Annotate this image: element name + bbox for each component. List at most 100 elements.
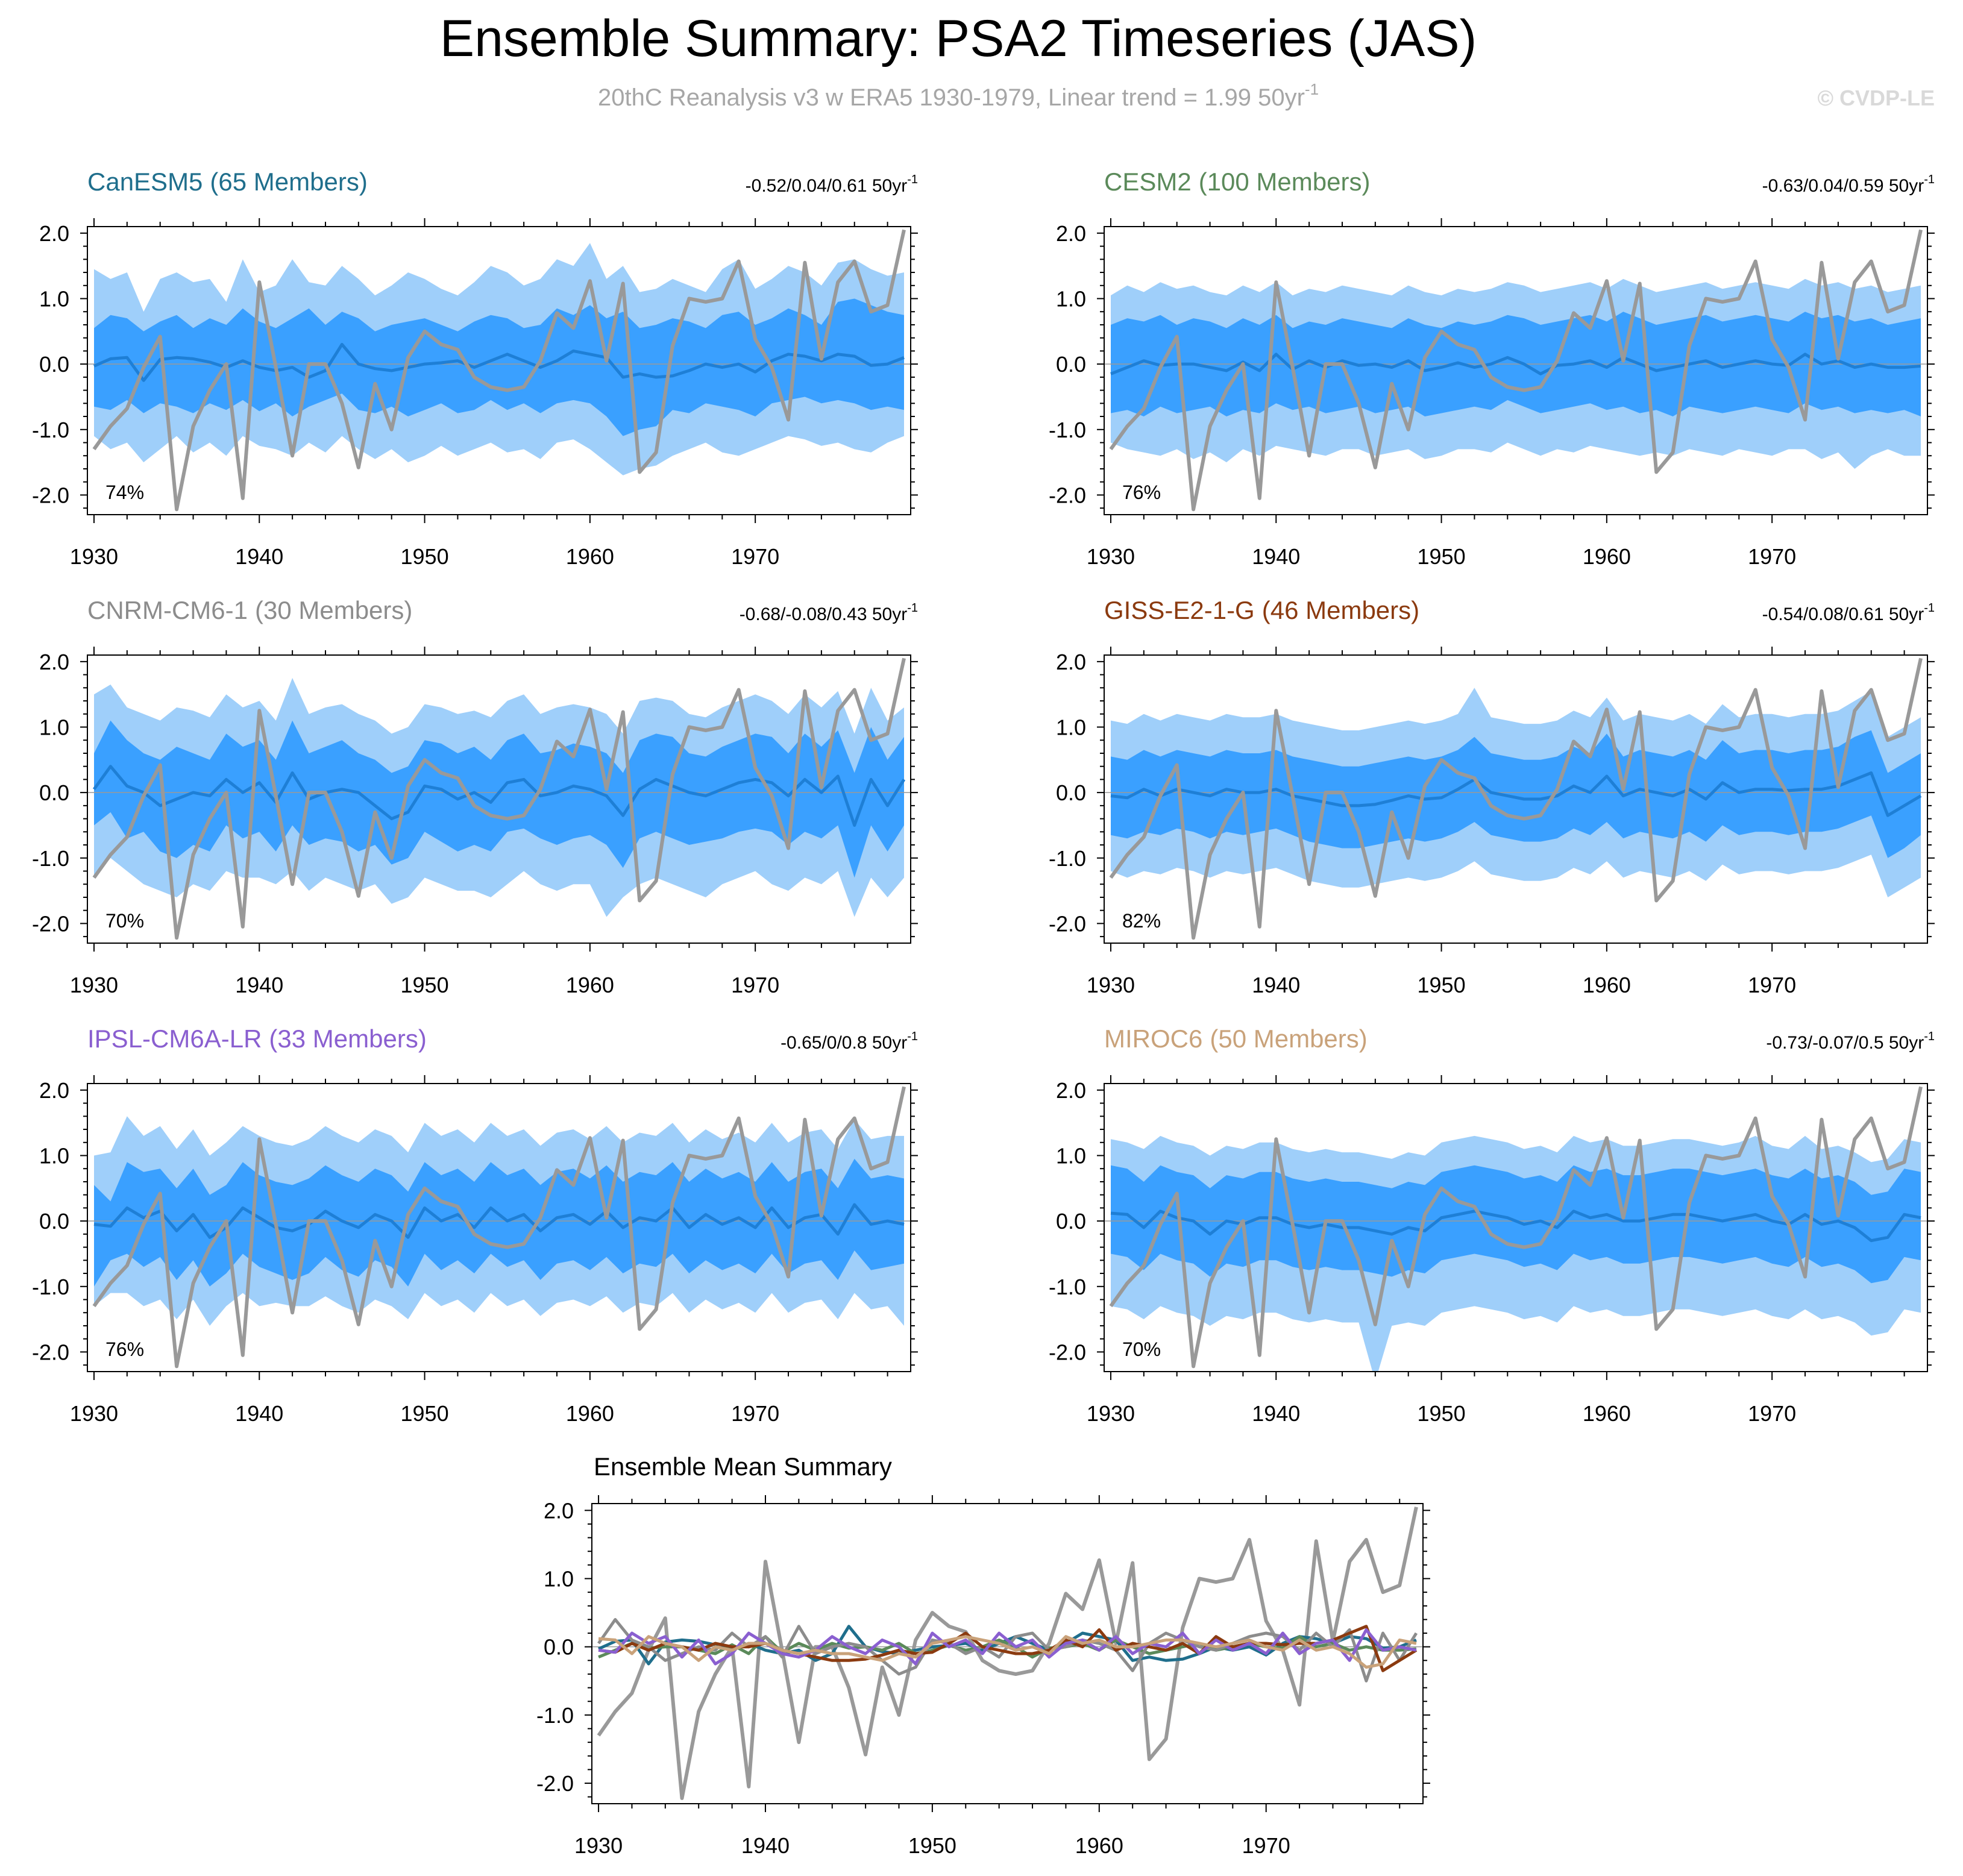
panel-xlabel: 1940 — [1252, 544, 1300, 569]
ensemble-10-90-band — [1111, 1165, 1921, 1284]
subtitle-superscript: -1 — [1305, 80, 1319, 98]
panel-model-name: CanESM5 — [87, 168, 203, 196]
panel-title: GISS-E2-1-G (46 Members) — [1104, 596, 1419, 624]
panel-xlabel: 1960 — [566, 544, 614, 569]
panel-member-count: (33 Members) — [269, 1024, 426, 1053]
panel-ylabel: 2.0 — [1056, 650, 1086, 674]
panel-frame — [1104, 226, 1928, 515]
panel-xlabel: 1930 — [1087, 1401, 1135, 1426]
panel-ylabel: 0.0 — [1056, 780, 1086, 805]
panel-ylabel: -2.0 — [1049, 483, 1086, 507]
panel-xlabel: 1970 — [1748, 1401, 1796, 1426]
panel-xlabel: 1950 — [401, 973, 449, 997]
panel-xlabel: 1930 — [70, 973, 118, 997]
panel-ylabel: -2.0 — [32, 1340, 69, 1364]
panel-ylabel: 1.0 — [39, 287, 69, 312]
watermark: © CVDP-LE — [1817, 86, 1935, 110]
panel-xlabel: 1950 — [401, 1401, 449, 1426]
panel-xlabel: 1950 — [1418, 973, 1466, 997]
panel-ylabel: -1.0 — [32, 1275, 69, 1299]
panel-xlabel: 1950 — [1418, 1401, 1466, 1426]
summary-xlabel: 1960 — [1075, 1833, 1123, 1858]
summary-title: Ensemble Mean Summary — [594, 1452, 892, 1481]
panel-title: CESM2 (100 Members) — [1104, 168, 1370, 196]
panel-xlabel: 1960 — [566, 1401, 614, 1426]
summary-mean-giss-e2-1-g — [598, 1625, 1418, 1672]
panel-trend-superscript: -1 — [907, 1030, 918, 1043]
panel-ylabel: -1.0 — [1049, 1275, 1086, 1299]
panel-percent-label: 82% — [1122, 910, 1161, 932]
observed-line — [92, 1086, 906, 1369]
panel-plot-area — [1104, 657, 1927, 940]
panel-xlabel: 1970 — [731, 973, 779, 997]
panel-ylabel: -1.0 — [1049, 418, 1086, 442]
panel-xlabel: 1930 — [1087, 973, 1135, 997]
panel-xlabel: 1950 — [1418, 544, 1466, 569]
panel-plot-area — [87, 1086, 911, 1369]
panel-xlabel: 1930 — [70, 544, 118, 569]
panel-canesm5: 2.0 1.0 0.0 -1.0 -2.0 1930 1940 1950 1960 1970 Can… — [32, 168, 918, 569]
panel-percent-label: 76% — [105, 1338, 144, 1360]
panel-ylabel: -2.0 — [32, 483, 69, 507]
panel-plot-area — [87, 229, 911, 512]
panel-ylabel: 0.0 — [1056, 1209, 1086, 1234]
panel-ylabel: 1.0 — [1056, 1144, 1086, 1169]
panel-ylabel: 2.0 — [1056, 221, 1086, 246]
ensemble-mean-line — [92, 765, 906, 827]
panel-percent-label: 76% — [1122, 482, 1161, 503]
panel-frame — [87, 1083, 911, 1372]
panel-model-name: IPSL-CM6A-LR — [87, 1024, 262, 1053]
panel-ylabel: 2.0 — [1056, 1078, 1086, 1103]
panel-model-name: CNRM-CM6-1 — [87, 596, 248, 624]
summary-ylabel: 1.0 — [544, 1567, 574, 1592]
ensemble-mean-line — [93, 1203, 905, 1239]
panel-trend-text: -0.68/-0.08/0.43 50yr — [740, 604, 908, 624]
ensemble-10-90-band — [1111, 730, 1921, 858]
panel-percent-label: 70% — [1122, 1338, 1161, 1360]
panel-title: CNRM-CM6-1 (30 Members) — [87, 596, 412, 624]
panel-ylabel: 1.0 — [1056, 715, 1086, 740]
panel-xlabel: 1970 — [1748, 544, 1796, 569]
panel-trend-text: -0.63/0.04/0.59 50yr — [1762, 176, 1924, 196]
panel-xlabel: 1960 — [566, 973, 614, 997]
panel-ylabel: -2.0 — [1049, 1340, 1086, 1364]
panel-ylabel: -2.0 — [32, 911, 69, 936]
panel-xlabel: 1960 — [1583, 973, 1631, 997]
panel-frame — [87, 226, 911, 515]
panel-trend-range: -0.54/0.08/0.61 50yr-1 — [1762, 601, 1935, 624]
panel-ipsl-cm6a-lr: 2.0 1.0 0.0 -1.0 -2.0 1930 1940 1950 1960 1970 IPS… — [32, 1024, 918, 1426]
summary-plot-area — [592, 1507, 1423, 1800]
panel-trend-text: -0.54/0.08/0.61 50yr — [1762, 604, 1924, 624]
panel-title: CanESM5 (65 Members) — [87, 168, 368, 196]
figure-subtitle: 20thC Reanalysis v3 w ERA5 1930-1979, Li… — [598, 80, 1319, 111]
panel-member-count: (50 Members) — [1210, 1024, 1367, 1053]
panel-trend-text: -0.52/0.04/0.61 50yr — [746, 176, 908, 196]
observed-line — [1109, 657, 1923, 940]
panel-ylabel: 0.0 — [39, 352, 69, 377]
summary-frame — [591, 1503, 1424, 1804]
summary-ylabel: 0.0 — [544, 1635, 574, 1660]
panel-ylabel: -2.0 — [1049, 911, 1086, 936]
panel-ylabel: 2.0 — [39, 221, 69, 246]
panel-ylabel: -1.0 — [1049, 846, 1086, 871]
panel-trend-text: -0.73/-0.07/0.5 50yr — [1766, 1033, 1924, 1053]
summary-mean-miroc6 — [598, 1635, 1417, 1669]
panel-percent-label: 70% — [105, 910, 144, 932]
panel-frame — [1104, 654, 1928, 944]
panel-ylabel: 0.0 — [39, 780, 69, 805]
panel-title: MIROC6 (50 Members) — [1104, 1024, 1368, 1053]
panel-xlabel: 1930 — [70, 1401, 118, 1426]
panel-xlabel: 1950 — [401, 544, 449, 569]
panel-xlabel: 1970 — [731, 1401, 779, 1426]
panel-trend-range: -0.65/0/0.8 50yr-1 — [780, 1030, 918, 1053]
panel-ylabel: 2.0 — [39, 650, 69, 674]
panel-cnrm-cm6-1: 2.0 1.0 0.0 -1.0 -2.0 1930 1940 1950 1960 1970 CNR… — [32, 596, 918, 997]
panel-ylabel: 1.0 — [39, 715, 69, 740]
observed-line — [92, 657, 906, 940]
panel-ylabel: -1.0 — [32, 846, 69, 871]
panel-plot-area — [1104, 1086, 1927, 1372]
panel-xlabel: 1940 — [235, 973, 283, 997]
summary-panel: Ensemble Mean Summary 2.0 1.0 0.0 -1.0 -2.0 19… — [536, 1452, 1430, 1858]
panel-percent-label: 74% — [105, 482, 144, 503]
